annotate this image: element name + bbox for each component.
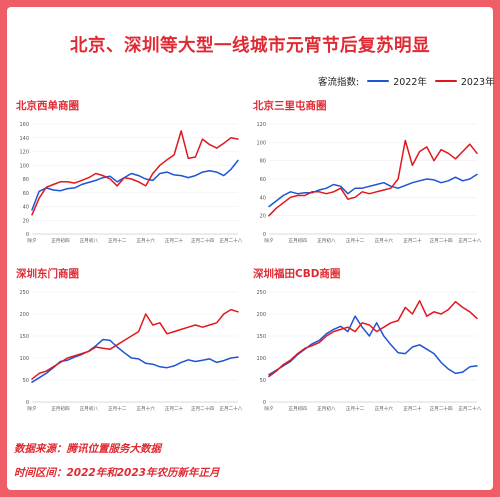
legend-label: 客流指数: (318, 77, 360, 88)
chart-title-futian: 深圳福田CBD商圈 (253, 268, 341, 280)
x-tick-label: 正月二十八 (219, 405, 242, 412)
y-tick-label: 60 (260, 177, 266, 183)
legend: 客流指数: 2022年 2023年 (318, 74, 495, 88)
y-tick-label: 40 (23, 205, 29, 211)
x-tick-label: 正月十六 (375, 405, 394, 412)
x-tick-label: 正月二十 (165, 237, 184, 244)
x-tick-label: 正月十二 (108, 237, 127, 244)
x-tick-label: 正月二十 (403, 405, 422, 412)
x-tick-label: 正月初八 (80, 237, 99, 244)
legend-item-2023: 2023年 (460, 77, 495, 88)
chart-futian: 0 50 100 150 200 250 除夕 正月初四 正月初八 正月十二 正月十六 正月二十 正月二… (256, 290, 481, 412)
y-tick-label: 50 (23, 378, 29, 384)
chart-title-xidan: 北京西单商圈 (16, 100, 79, 112)
y-tick-label: 120 (256, 122, 266, 128)
chart-title-dongmen: 深圳东门商圈 (16, 268, 79, 280)
y-tick-label: 0 (263, 232, 266, 238)
x-tick-label: 除夕 (264, 237, 274, 244)
y-tick-label: 150 (19, 334, 29, 340)
chart-xidan: 0 20 40 60 80 100 120 140 160 除夕 正月初四 正月初八 正月十二 正月十六 正… (19, 122, 242, 244)
x-tick-label: 正月二十四 (430, 237, 453, 244)
x-tick-label: 正月十二 (346, 237, 365, 244)
chart-sanlitun: 0 20 40 60 80 100 120 除夕 正月初四 正月初八 正月十二 正月十六 正月二十 正月二… (256, 122, 481, 244)
x-tick-label: 除夕 (264, 405, 274, 412)
x-tick-label: 正月初四 (288, 237, 307, 244)
series-line-2022年 (268, 315, 478, 376)
x-tick-label: 除夕 (27, 405, 37, 412)
x-tick-label: 正月十二 (346, 405, 365, 412)
y-tick-label: 140 (19, 136, 29, 142)
x-tick-label: 正月初八 (80, 405, 99, 412)
y-tick-label: 100 (256, 356, 266, 362)
legend-swatch-2022 (367, 80, 390, 82)
y-tick-label: 50 (260, 378, 266, 384)
series-line-2023年 (268, 139, 478, 217)
x-tick-label: 正月初八 (317, 237, 336, 244)
page-title: 北京、深圳等大型一线城市元宵节后复苏明显 (70, 36, 430, 56)
y-tick-label: 0 (26, 400, 29, 406)
x-tick-label: 正月二十八 (219, 237, 242, 244)
y-tick-label: 100 (19, 163, 29, 169)
y-tick-label: 150 (256, 334, 266, 340)
x-tick-label: 正月二十 (403, 237, 422, 244)
y-tick-label: 0 (26, 232, 29, 238)
y-tick-label: 0 (263, 400, 266, 406)
y-tick-label: 200 (19, 312, 29, 318)
legend-swatch-2023 (434, 80, 457, 82)
x-tick-label: 正月初四 (288, 405, 307, 412)
content-panel (7, 7, 493, 490)
y-tick-label: 40 (260, 195, 266, 201)
x-tick-label: 正月二十四 (191, 237, 214, 244)
x-tick-label: 正月初四 (51, 237, 70, 244)
y-tick-label: 160 (19, 122, 29, 128)
legend-item-2022: 2022年 (393, 77, 427, 88)
x-tick-label: 正月十二 (108, 405, 127, 412)
series-line-2022年 (31, 338, 239, 383)
x-tick-label: 正月十六 (136, 405, 155, 412)
series-line-2023年 (268, 300, 478, 378)
footer-source: 数据来源：腾讯位置服务大数据 (14, 443, 161, 455)
y-tick-label: 60 (23, 191, 29, 197)
chart-title-sanlitun: 北京三里屯商圈 (253, 100, 327, 112)
series-line-2022年 (31, 159, 239, 211)
footer-period: 时间区间：2022年和2023年农历新年正月 (14, 467, 220, 479)
y-tick-label: 100 (256, 140, 266, 146)
y-tick-label: 80 (23, 177, 29, 183)
series-line-2023年 (31, 130, 239, 216)
y-tick-label: 20 (23, 218, 29, 224)
series-line-2022年 (268, 173, 478, 208)
x-tick-label: 正月十六 (136, 237, 155, 244)
x-tick-label: 正月二十四 (430, 405, 453, 412)
x-tick-label: 正月十六 (375, 237, 394, 244)
y-tick-label: 20 (260, 214, 266, 220)
x-tick-label: 正月二十四 (191, 405, 214, 412)
x-tick-label: 除夕 (27, 237, 37, 244)
y-tick-label: 250 (256, 290, 266, 296)
y-tick-label: 250 (19, 290, 29, 296)
x-tick-label: 正月二十八 (458, 237, 481, 244)
x-tick-label: 正月初八 (317, 405, 336, 412)
x-tick-label: 正月二十 (165, 405, 184, 412)
y-tick-label: 200 (256, 312, 266, 318)
y-tick-label: 120 (19, 150, 29, 156)
y-tick-label: 80 (260, 159, 266, 165)
x-tick-label: 正月二十八 (458, 405, 481, 412)
x-tick-label: 正月初四 (51, 405, 70, 412)
series-line-2023年 (31, 308, 239, 380)
y-tick-label: 100 (19, 356, 29, 362)
